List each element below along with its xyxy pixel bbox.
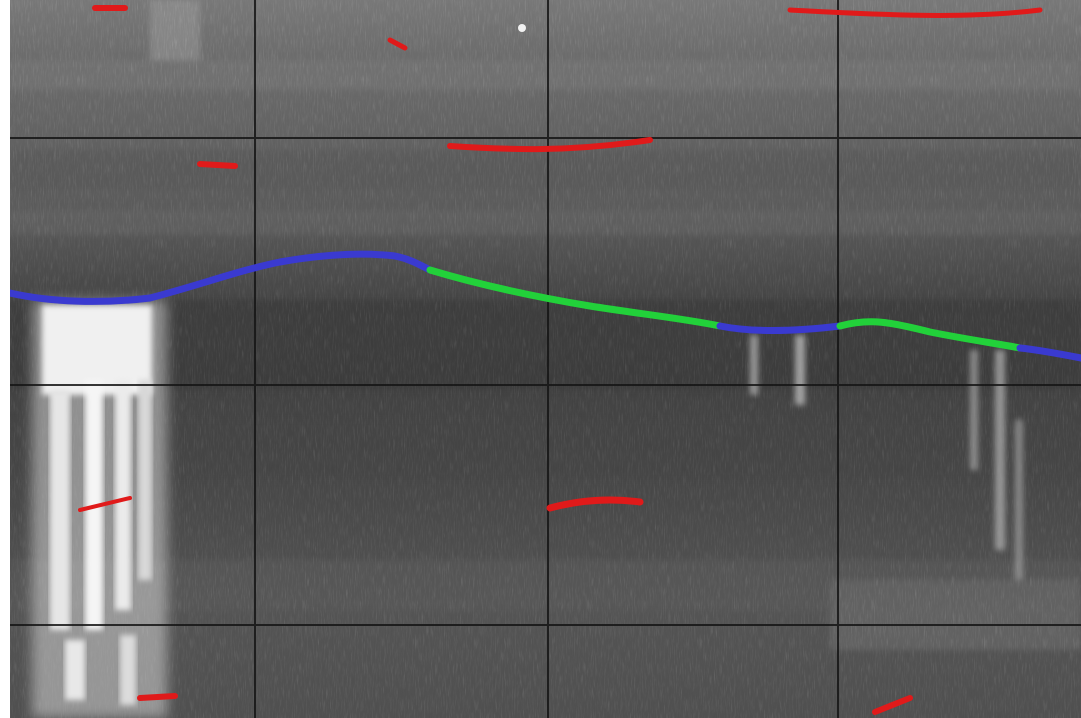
grain-layer <box>10 0 1081 718</box>
red-markers <box>78 5 1043 715</box>
right-streaks <box>750 335 1023 580</box>
scan-image <box>10 0 1081 718</box>
grid-lines <box>10 0 1081 718</box>
boundary-trace <box>10 250 1081 362</box>
trace-segment-5 <box>1016 344 1081 362</box>
red-marker <box>546 496 644 512</box>
trace-segment-3 <box>716 322 844 334</box>
red-marker <box>787 7 1043 18</box>
trace-segment-1 <box>10 250 434 305</box>
bright-speck <box>518 24 526 32</box>
red-marker <box>447 137 653 153</box>
trace-segment-2 <box>426 266 724 330</box>
red-marker <box>137 693 178 701</box>
bright-column <box>32 300 167 718</box>
scan-image-panel <box>10 0 1081 718</box>
trace-segment-4 <box>836 318 1024 352</box>
red-marker <box>78 496 132 512</box>
red-marker <box>197 161 238 169</box>
red-marker <box>872 695 913 715</box>
red-marker <box>387 37 408 51</box>
